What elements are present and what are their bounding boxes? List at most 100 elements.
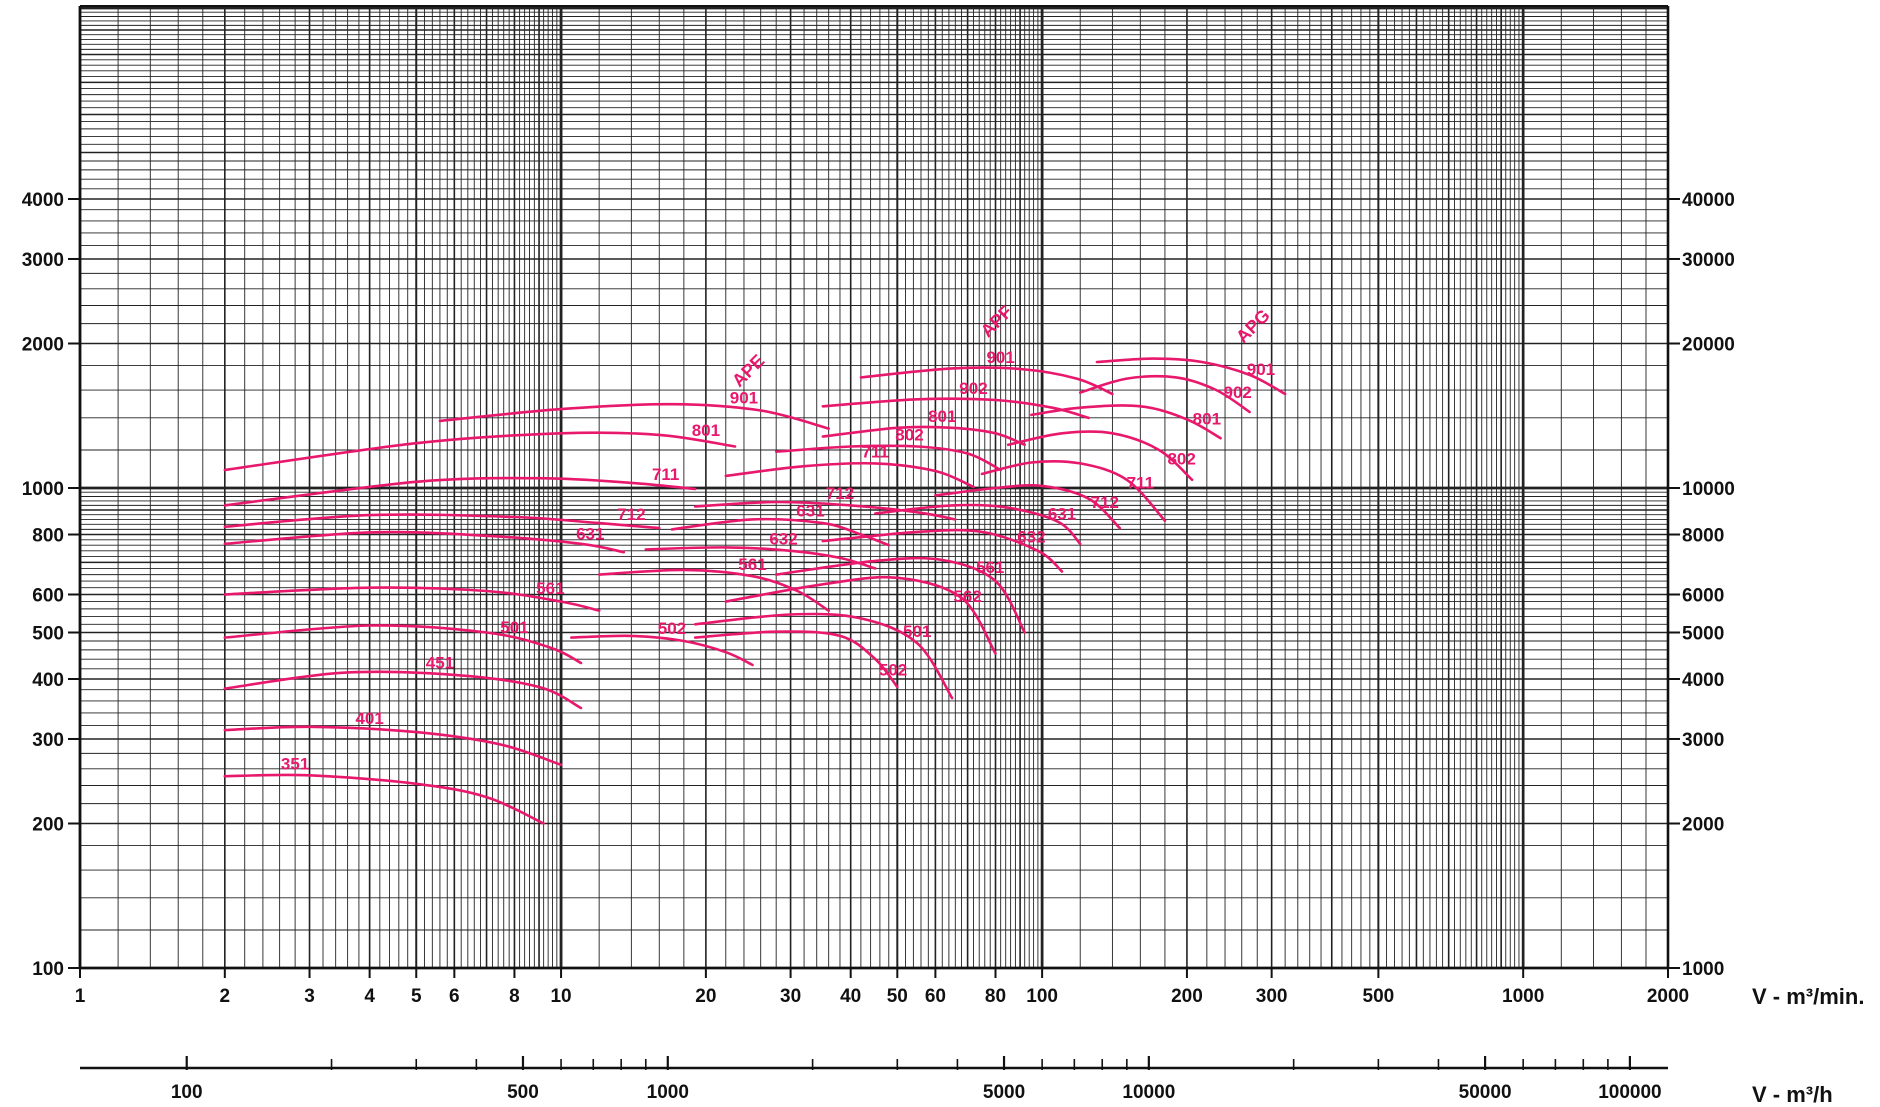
x-tick-label: 1000 xyxy=(1502,986,1544,1007)
x-tick-label: 5 xyxy=(411,986,422,1007)
curve-label-632: 632 xyxy=(1017,528,1045,547)
right-tick-label: 2000 xyxy=(1682,815,1724,836)
curve-561 xyxy=(774,556,1026,634)
x-tick-label: 60 xyxy=(925,986,946,1007)
x-axis-label: V - m³/min. xyxy=(1752,984,1864,1009)
left-tick-label: 500 xyxy=(32,623,64,644)
curve-label-502: 502 xyxy=(879,661,907,680)
x-tick-label: 4 xyxy=(364,986,375,1007)
left-tick-label: 300 xyxy=(32,730,64,751)
curve-label-711: 711 xyxy=(1127,473,1154,492)
curve-label-501: 501 xyxy=(903,622,931,641)
curve-501 xyxy=(223,624,583,665)
curve-label-502: 502 xyxy=(658,619,686,638)
curve-901 xyxy=(1095,357,1287,396)
curve-802 xyxy=(1006,430,1194,482)
curve-label-631: 631 xyxy=(576,525,604,544)
right-tick-label: 20000 xyxy=(1682,335,1735,356)
curve-711 xyxy=(724,461,975,489)
curve-631 xyxy=(874,503,1082,546)
right-tick-label: 3000 xyxy=(1682,730,1724,751)
curve-label-801: 801 xyxy=(928,407,956,426)
x2-tick-label: 100 xyxy=(171,1082,203,1103)
right-tick-label: 6000 xyxy=(1682,585,1724,606)
curve-502 xyxy=(570,634,754,667)
x-tick-label: 500 xyxy=(1363,986,1395,1007)
left-tick-label: 1000 xyxy=(22,479,64,500)
group-label-ape: APE xyxy=(728,351,768,391)
curve-label-712: 712 xyxy=(617,505,645,524)
curve-802 xyxy=(774,444,1002,472)
right-tick-label: 4000 xyxy=(1682,670,1724,691)
right-tick-label: 1000 xyxy=(1682,959,1724,980)
x-tick-label: 3 xyxy=(304,986,315,1007)
left-tick-label: 3000 xyxy=(22,250,64,271)
curve-label-561: 561 xyxy=(536,579,564,598)
curve-801 xyxy=(1030,404,1222,440)
left-tick-label: 800 xyxy=(32,526,64,547)
curve-label-562: 562 xyxy=(953,587,981,606)
curve-label-351: 351 xyxy=(281,754,309,773)
x-tick-label: 300 xyxy=(1256,986,1288,1007)
curve-451 xyxy=(223,670,583,710)
x-tick-label: 10 xyxy=(550,986,571,1007)
x-tick-label: 8 xyxy=(509,986,520,1007)
curve-902 xyxy=(1078,374,1251,414)
curve-632 xyxy=(644,546,877,570)
x-tick-label: 50 xyxy=(887,986,908,1007)
curve-label-802: 802 xyxy=(895,426,923,445)
right-tick-label: 30000 xyxy=(1682,250,1735,271)
curve-label-711: 711 xyxy=(652,465,679,484)
performance-curves xyxy=(223,357,1287,825)
curve-label-902: 902 xyxy=(1224,383,1252,402)
x2-axis-label: V - m³/h xyxy=(1752,1082,1833,1107)
curve-label-561: 561 xyxy=(976,558,1004,577)
x-tick-label: 6 xyxy=(449,986,460,1007)
curve-351 xyxy=(223,773,545,825)
curve-711 xyxy=(223,476,697,507)
curve-501 xyxy=(693,612,954,700)
x-axis-m3-per-h: 100 500 1000 5000 10000 50000 100000 xyxy=(80,1056,1668,1103)
x-tick-label: 100 xyxy=(1026,986,1058,1007)
curve-label-561: 561 xyxy=(738,555,766,574)
curve-801 xyxy=(821,425,1026,447)
curve-562 xyxy=(724,575,997,655)
curve-label-901: 901 xyxy=(1247,360,1275,379)
curve-561 xyxy=(223,586,601,612)
x-tick-label: 40 xyxy=(840,986,861,1007)
left-y-axis: 100 200 300 400 500 600 800 1000 2000 3000 4000 xyxy=(22,190,80,980)
x-tick-label: 30 xyxy=(780,986,801,1007)
curve-label-801: 801 xyxy=(692,421,720,440)
curve-label-801: 801 xyxy=(1193,409,1221,428)
x2-tick-label: 1000 xyxy=(647,1082,689,1103)
left-tick-label: 100 xyxy=(32,959,64,980)
curve-712 xyxy=(693,500,957,521)
curve-632 xyxy=(821,528,1064,573)
grid xyxy=(78,6,1669,970)
curve-label-451: 451 xyxy=(426,654,454,673)
curve-label-711: 711 xyxy=(862,442,889,461)
curve-901 xyxy=(438,402,830,430)
curve-401 xyxy=(223,725,563,767)
curve-label-631: 631 xyxy=(796,501,824,520)
x-tick-label: 20 xyxy=(695,986,716,1007)
curve-label-401: 401 xyxy=(355,709,383,728)
left-tick-label: 2000 xyxy=(22,335,64,356)
curve-901 xyxy=(859,366,1114,396)
curve-label-902: 902 xyxy=(959,379,987,398)
curve-label-712: 712 xyxy=(826,484,854,503)
right-y-axis: 1000 2000 3000 4000 5000 6000 8000 10000 20000 30… xyxy=(1668,190,1735,980)
curve-711 xyxy=(980,459,1167,522)
right-tick-label: 10000 xyxy=(1682,479,1735,500)
x2-tick-label: 500 xyxy=(507,1082,539,1103)
curve-712 xyxy=(934,483,1122,530)
left-tick-label: 200 xyxy=(32,815,64,836)
curve-631 xyxy=(223,530,626,554)
right-tick-label: 40000 xyxy=(1682,190,1735,211)
x2-tick-label: 10000 xyxy=(1122,1082,1175,1103)
right-tick-label: 5000 xyxy=(1682,623,1724,644)
curve-801 xyxy=(223,431,737,472)
x2-tick-label: 100000 xyxy=(1598,1082,1661,1103)
x-tick-label: 200 xyxy=(1171,986,1203,1007)
